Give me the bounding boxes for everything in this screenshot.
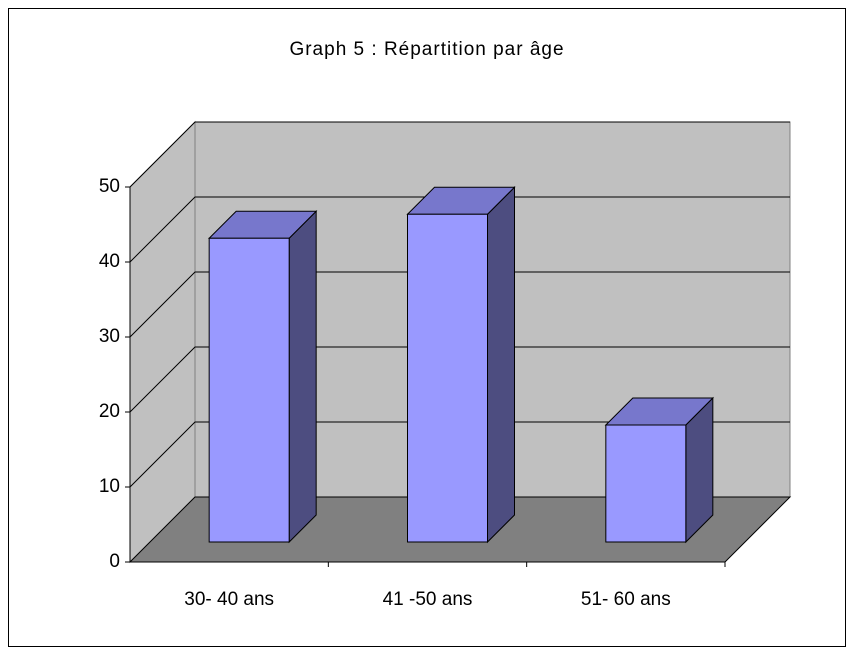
grid-line — [129, 421, 790, 488]
bar — [605, 424, 687, 543]
y-tick-label: 20 — [99, 401, 120, 422]
y-tick-label: 0 — [109, 551, 120, 572]
y-tick-label: 30 — [99, 326, 120, 347]
grid-line — [129, 196, 790, 263]
grid-line — [129, 346, 790, 413]
side-wall — [129, 120, 196, 564]
x-tick-label: 41 -50 ans — [383, 589, 473, 610]
bar — [208, 237, 290, 543]
bar — [407, 213, 488, 543]
grid-line — [129, 271, 790, 338]
chart-title: Graph 5 : Répartition par âge — [289, 39, 564, 60]
x-tick-label: 51- 60 ans — [581, 589, 671, 610]
y-tick-label: 50 — [99, 176, 120, 197]
x-tick-label: 30- 40 ans — [184, 589, 274, 610]
bar-side — [487, 186, 515, 544]
bar-side — [288, 210, 317, 544]
grid-line — [129, 121, 790, 188]
y-tick-label: 40 — [99, 251, 120, 272]
y-tick-label: 10 — [99, 476, 120, 497]
